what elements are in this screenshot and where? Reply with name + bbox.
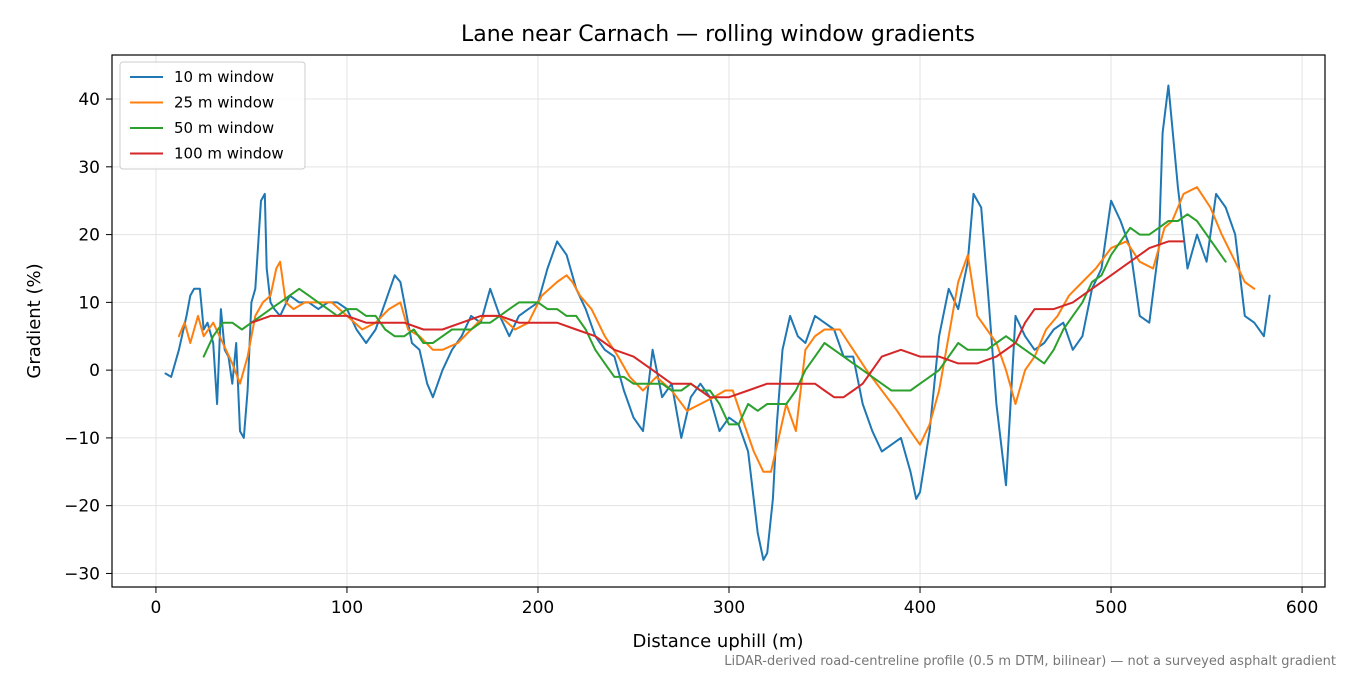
- chart-title: Lane near Carnach — rolling window gradi…: [461, 22, 975, 47]
- x-axis-label: Distance uphill (m): [633, 631, 804, 652]
- y-tick-label: 20: [78, 226, 100, 246]
- x-tick-label: 0: [151, 598, 162, 618]
- grid: [112, 55, 1325, 587]
- y-tick-label: −10: [64, 429, 100, 449]
- ticks: 0 100 200 300 400 500 600 −30 −20 −10 0 10 20 30 40: [64, 90, 1318, 618]
- legend-label-4: 100 m window: [174, 145, 284, 163]
- legend-label-3: 50 m window: [174, 119, 274, 137]
- x-tick-label: 400: [904, 598, 936, 618]
- footnote: LiDAR-derived road-centreline profile (0…: [724, 654, 1336, 669]
- y-tick-label: −30: [64, 564, 100, 584]
- x-tick-label: 600: [1286, 598, 1318, 618]
- y-tick-label: −20: [64, 497, 100, 517]
- legend: 10 m window 25 m window 50 m window 100 m w…: [119, 61, 306, 170]
- x-tick-label: 300: [713, 598, 745, 618]
- legend-box: [119, 61, 306, 170]
- series-layer: [164, 84, 1271, 561]
- x-tick-label: 500: [1095, 598, 1127, 618]
- y-tick-label: 40: [78, 90, 100, 110]
- legend-label-2: 25 m window: [174, 94, 274, 112]
- x-tick-label: 200: [522, 598, 554, 618]
- y-tick-label: 30: [78, 158, 100, 178]
- plot-frame: [111, 54, 1326, 588]
- legend-label-1: 10 m window: [174, 68, 274, 86]
- y-axis-label: Gradient (%): [24, 263, 45, 378]
- y-tick-label: 10: [78, 293, 100, 313]
- x-tick-label: 100: [331, 598, 363, 618]
- series-line-4: [250, 240, 1185, 399]
- y-tick-label: 0: [89, 361, 100, 381]
